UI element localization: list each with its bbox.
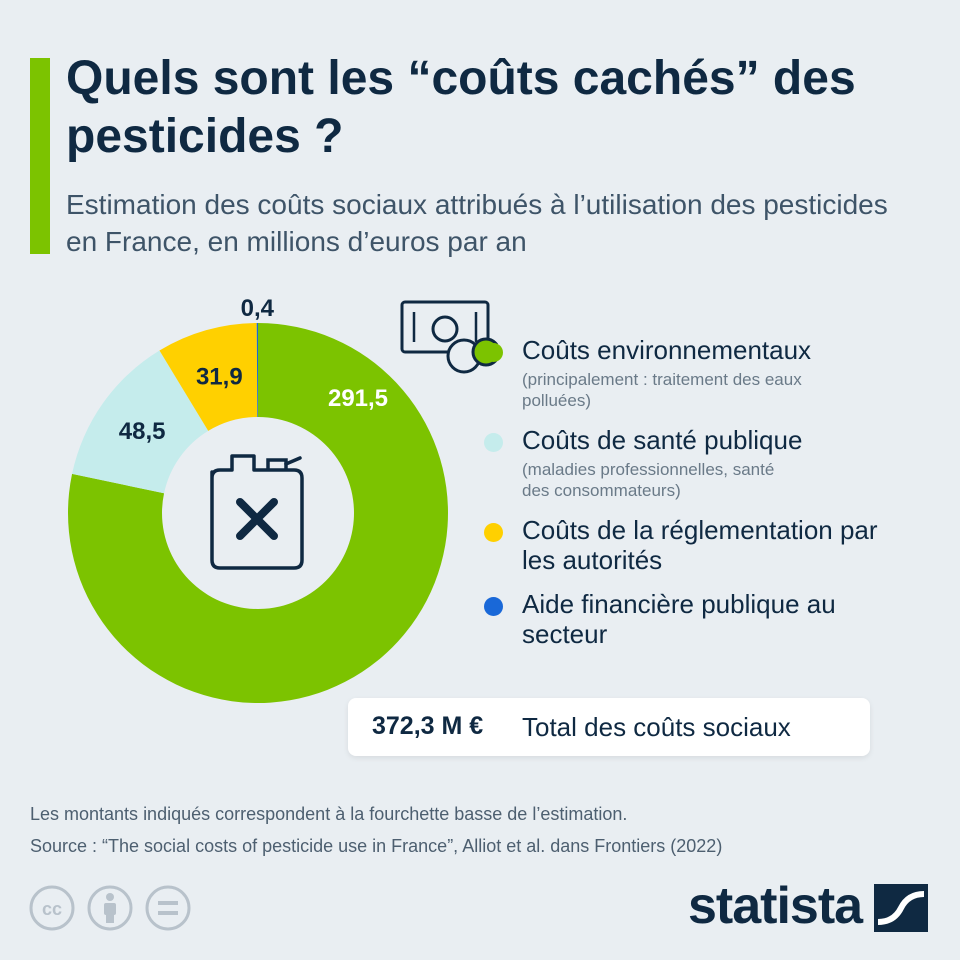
donut-slice <box>256 323 258 418</box>
legend-sublabel: (maladies professionnelles, santé des co… <box>522 460 775 500</box>
statista-logo[interactable]: statista <box>688 876 938 938</box>
chart-legend: Coûts environnementaux (principalement :… <box>484 335 904 663</box>
cc-icon[interactable]: cc <box>28 884 76 932</box>
donut-slice <box>67 323 448 703</box>
donut-value-label: 0,4 <box>241 295 275 322</box>
page-subtitle: Estimation des coûts sociaux attribués à… <box>66 189 888 257</box>
donut-slice <box>159 323 258 431</box>
title-accent-bar <box>30 58 50 254</box>
attribution-icon[interactable] <box>86 884 134 932</box>
legend-item-public-health: Coûts de santé publique (maladies profes… <box>484 425 904 501</box>
legend-dot <box>484 597 503 616</box>
legend-sublabel: (principalement : traitement des eaux po… <box>522 370 802 410</box>
footnote: Les montants indiqués correspondent à la… <box>30 798 930 862</box>
footnote-note: Les montants indiqués correspondent à la… <box>30 804 628 824</box>
legend-item-financial-aid: Aide financière publique au secteur <box>484 589 904 649</box>
page-title: Quels sont les “coûts cachés” des pestic… <box>66 52 856 163</box>
legend-item-regulation: Coûts de la réglementation par les autor… <box>484 515 904 575</box>
legend-label: Coûts environnementaux <box>522 335 812 365</box>
footnote-source: Source : “The social costs of pesticide … <box>30 836 723 856</box>
donut-slices <box>67 323 448 703</box>
jerrycan-cross-icon <box>210 454 304 570</box>
total-card: 372,3 M € Total des coûts sociaux <box>348 698 870 756</box>
legend-dot <box>484 523 503 542</box>
donut-value-label: 48,5 <box>119 418 166 445</box>
brand-name: statista <box>688 877 863 935</box>
legend-label: Coûts de santé publique <box>522 425 803 455</box>
legend-item-environmental: Coûts environnementaux (principalement :… <box>484 335 904 411</box>
statista-logo-icon <box>874 884 928 932</box>
donut-value-label: 31,9 <box>196 363 243 390</box>
legend-label: Aide financière publique au secteur <box>522 589 836 649</box>
svg-text:cc: cc <box>42 899 62 919</box>
donut-labels: 291,5 48,5 31,9 0,4 <box>119 295 388 445</box>
donut-value-label: 291,5 <box>328 385 388 412</box>
legend-dot <box>484 343 503 362</box>
legend-dot <box>484 433 503 452</box>
donut-chart: 291,5 48,5 31,9 0,4 <box>67 295 448 703</box>
total-value: 372,3 M € <box>372 712 484 740</box>
no-derivatives-icon[interactable] <box>144 884 192 932</box>
money-bill-coins-icon <box>400 300 498 374</box>
donut-slice <box>72 350 209 494</box>
legend-label: Coûts de la réglementation par les autor… <box>522 515 878 575</box>
total-label: Total des coûts sociaux <box>522 712 791 742</box>
